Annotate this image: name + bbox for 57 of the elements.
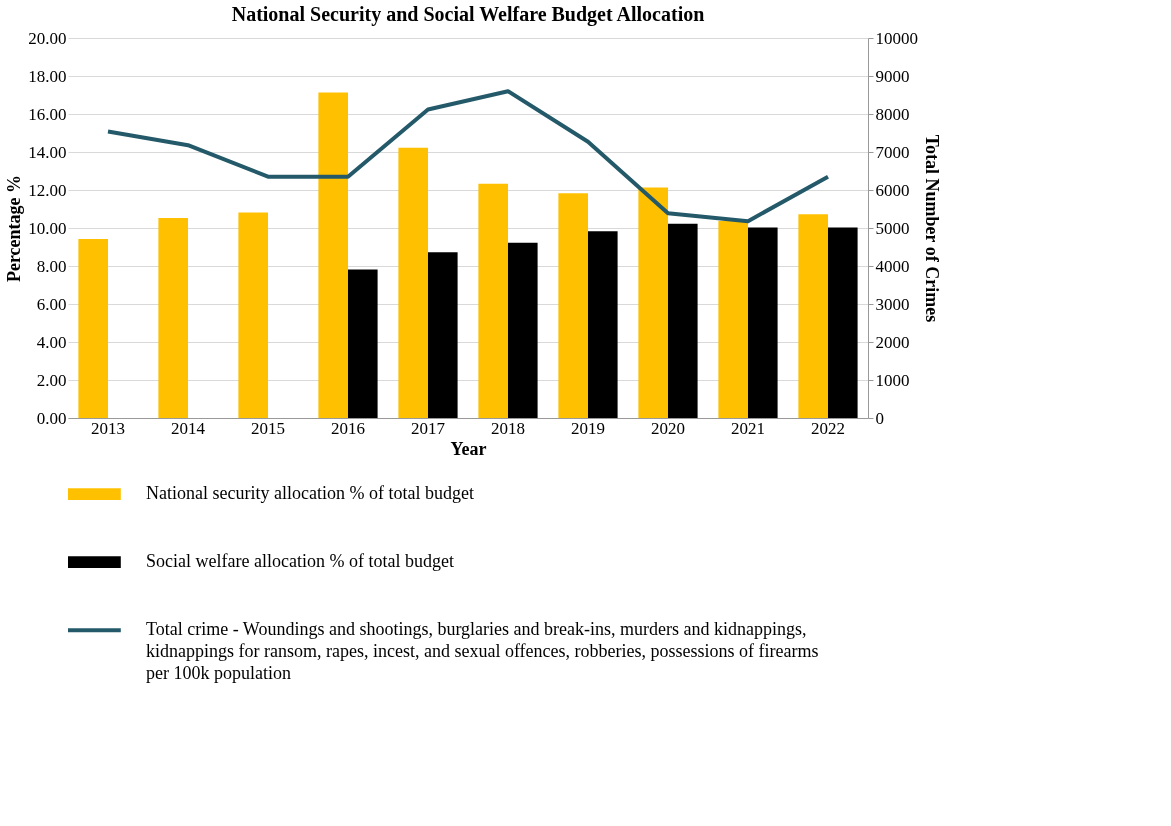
- y2-tick-label: 0: [875, 408, 884, 428]
- legend-label: National security allocation % of total budget: [146, 483, 474, 504]
- bar: [78, 239, 108, 418]
- x-tick-label: 2016: [331, 418, 365, 438]
- y2-tick-label: 9000: [875, 66, 910, 86]
- bar: [668, 223, 698, 418]
- bar: [588, 231, 618, 418]
- bar: [238, 212, 268, 418]
- y2-tick-label: 10000: [875, 28, 918, 48]
- y-tick-label: 20.00: [28, 28, 67, 48]
- legend-label: Total crime - Woundings and shootings, burglaries and break-ins, murders and kidnappings, kidnappings for ransom, rapes, incest, and sexual offences, robberies, possessions of firearms per 100k population: [146, 619, 819, 684]
- bar: [558, 193, 588, 418]
- x-tick-label: 2013: [91, 418, 125, 438]
- x-tick-label: 2019: [571, 418, 605, 438]
- y2-tick-label: 1000: [875, 370, 910, 390]
- x-tick-label: 2018: [491, 418, 525, 438]
- bar: [508, 242, 538, 418]
- y-tick-label: 12.00: [28, 180, 67, 200]
- x-axis-title: Year: [450, 438, 487, 459]
- bar: [158, 217, 188, 418]
- x-tick-label: 2017: [411, 418, 446, 438]
- y2-tick-label: 2000: [875, 332, 910, 352]
- y-tick-label: 6.00: [36, 294, 67, 314]
- bar: [318, 92, 348, 418]
- bar: [478, 183, 508, 418]
- y2-axis-title: Total Number of Crimes: [922, 134, 942, 323]
- bar: [398, 147, 428, 418]
- x-tick-label: 2015: [251, 418, 285, 438]
- chart-title: National Security and Social Welfare Budget Allocation: [231, 3, 705, 26]
- y2-tick-label: 4000: [875, 256, 910, 276]
- y-axis-title: Percentage %: [4, 174, 25, 283]
- bar: [638, 187, 668, 418]
- y2-tick-label: 8000: [875, 104, 910, 124]
- bar: [828, 227, 858, 418]
- y-tick-label: 4.00: [36, 332, 67, 352]
- y-tick-label: 0.00: [36, 408, 67, 428]
- legend-label: Social welfare allocation % of total budget: [146, 551, 454, 572]
- bar: [348, 269, 378, 418]
- bar: [748, 227, 778, 418]
- y-tick-label: 10.00: [28, 218, 67, 238]
- y-tick-label: 18.00: [28, 66, 67, 86]
- y2-tick-label: 3000: [875, 294, 910, 314]
- x-tick-label: 2021: [731, 418, 765, 438]
- y2-tick-label: 6000: [875, 180, 910, 200]
- y-tick-label: 2.00: [36, 370, 67, 390]
- x-tick-label: 2014: [171, 418, 206, 438]
- x-tick-label: 2022: [811, 418, 845, 438]
- y2-tick-label: 7000: [875, 142, 910, 162]
- y2-tick-label: 5000: [875, 218, 910, 238]
- x-tick-label: 2020: [651, 418, 685, 438]
- y-tick-label: 16.00: [28, 104, 67, 124]
- line-series: [106, 89, 830, 224]
- bar: [798, 214, 828, 418]
- y-tick-label: 8.00: [36, 256, 67, 276]
- y-tick-label: 14.00: [28, 142, 67, 162]
- bar: [718, 220, 748, 418]
- bar: [428, 252, 458, 418]
